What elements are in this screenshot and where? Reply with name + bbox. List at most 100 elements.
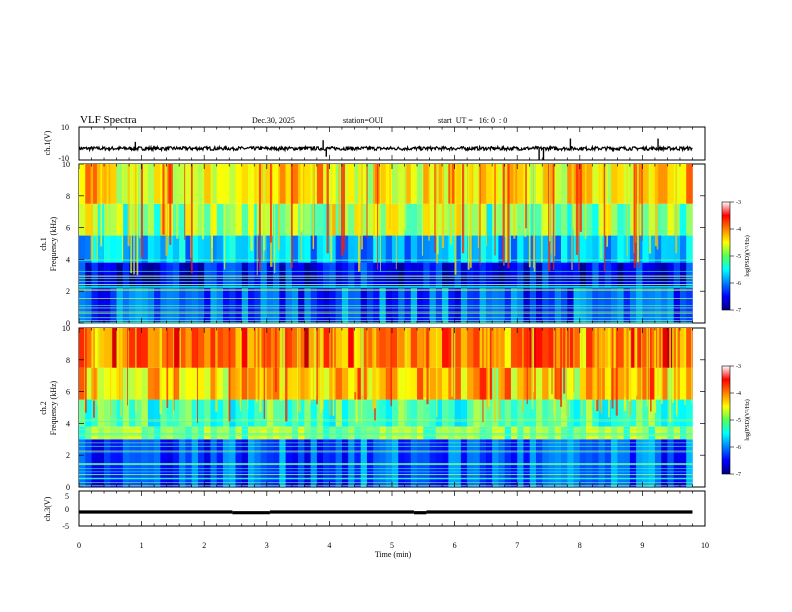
- spectrogram-cell: [354, 399, 361, 427]
- spectrogram-cell: [392, 235, 399, 263]
- spectrogram-cell: [191, 367, 199, 400]
- spectrogram-cell: [116, 399, 124, 427]
- spectrogram-cell: [592, 399, 599, 427]
- spectrogram-cell: [210, 262, 218, 289]
- spectrogram-cell: [686, 328, 693, 368]
- spectrogram-cell: [517, 399, 524, 427]
- spectrogram-cell: [85, 367, 92, 400]
- spectrogram-cell: [485, 203, 493, 236]
- spectrogram-cell: [404, 426, 412, 440]
- spectrogram-cell: [360, 164, 368, 204]
- ch3-waveform-ticks: [78, 491, 706, 526]
- spectrogram-cell: [611, 399, 618, 427]
- spectrogram-cell: [473, 262, 480, 289]
- spectrogram-cell: [254, 399, 261, 427]
- spectrogram-cell: [141, 399, 149, 427]
- spectrogram-cell: [679, 164, 687, 204]
- spectrogram-cell: [679, 262, 687, 289]
- spectrogram-cell: [379, 426, 387, 440]
- spectrogram-cell: [417, 328, 424, 368]
- spectrogram-cell: [241, 235, 249, 263]
- spectrogram-cell: [104, 367, 111, 400]
- spectrogram-cell: [642, 399, 649, 427]
- spectrogram-cell: [341, 262, 349, 289]
- spectrogram-cell: [129, 164, 136, 204]
- spectrogram-cell: [79, 426, 86, 440]
- spectrogram-cell: [617, 164, 624, 204]
- spectrogram-cell: [122, 262, 130, 289]
- spectrogram-cell: [310, 328, 318, 368]
- spectrogram-cell: [554, 262, 562, 289]
- spectrogram-cell: [360, 399, 368, 427]
- spectrogram-cell: [448, 235, 455, 263]
- spectrogram-cell: [567, 262, 574, 289]
- spectrogram-cell: [210, 203, 218, 236]
- spectrogram-cell: [498, 399, 505, 427]
- spectrogram-cell: [154, 164, 161, 204]
- spectrogram-cell: [129, 426, 136, 440]
- spectrogram-cell: [642, 164, 649, 204]
- spectrogram-cell: [661, 203, 668, 236]
- spectrogram-cell: [154, 367, 161, 400]
- spectrogram-cell: [172, 262, 180, 289]
- frequency-tick-label: 4: [66, 255, 70, 264]
- spectrogram-cell: [197, 203, 205, 236]
- spectrogram-cell: [579, 262, 587, 289]
- spectrogram-cell: [122, 399, 130, 427]
- spectrogram-cell: [216, 328, 224, 368]
- spectrogram-cell: [410, 235, 418, 263]
- spectrogram-cell: [410, 164, 418, 204]
- spectrogram-cell: [686, 164, 693, 204]
- spectrogram-cell: [623, 328, 631, 368]
- frequency-tick-label: 10: [62, 160, 70, 169]
- spectrogram-cell: [304, 328, 311, 368]
- spectrogram-cell: [398, 235, 405, 263]
- spectrogram-cell: [385, 203, 393, 236]
- spectrogram-cell: [104, 262, 111, 289]
- spectrogram-cell: [567, 328, 574, 368]
- spectrogram-cell: [354, 164, 361, 204]
- spectrogram-cell: [229, 328, 236, 368]
- ch2-channel-label: ch.2: [39, 401, 48, 415]
- colorbar-tick-label: -5: [736, 254, 741, 260]
- spectrogram-cell: [222, 426, 230, 440]
- spectrogram-cell: [417, 203, 424, 236]
- spectrogram-cell: [316, 426, 324, 440]
- spectrogram-cell: [341, 328, 349, 368]
- spectrogram-cell: [147, 426, 155, 440]
- spectrogram-cell: [110, 164, 117, 204]
- ch3-ytick-mid: 0: [65, 505, 69, 514]
- spectrogram-cell: [673, 426, 681, 440]
- spectrogram-cell: [579, 235, 587, 263]
- ch1-ytick-bottom: -10: [58, 154, 69, 163]
- spectrogram-cell: [79, 399, 86, 427]
- spectrogram-cell: [454, 235, 462, 263]
- spectrogram-cell: [473, 164, 480, 204]
- spectrogram-cell: [185, 235, 192, 263]
- spectrogram-cell: [273, 426, 280, 440]
- spectrogram-cell: [629, 164, 637, 204]
- spectrogram-cell: [354, 203, 361, 236]
- spectrogram-cell: [366, 367, 374, 400]
- spectrogram-cell: [586, 426, 593, 440]
- spectrogram-cell: [235, 426, 243, 440]
- colorbar-tick-label: -7: [736, 308, 741, 314]
- spectrogram-cell: [460, 328, 468, 368]
- spectrogram-cell: [335, 262, 343, 289]
- spectrogram-cell: [435, 426, 443, 440]
- spectrogram-cell: [392, 262, 399, 289]
- spectrogram-cell: [517, 235, 524, 263]
- ch2-frequency-label: Frequency (kHz): [49, 380, 58, 435]
- spectrogram-cell: [404, 399, 412, 427]
- spectrogram-cell: [579, 399, 587, 427]
- ch3-ylabel: ch.3(V): [43, 496, 52, 521]
- spectrogram-cell: [97, 399, 105, 427]
- spectrogram-cell: [648, 262, 656, 289]
- spectrogram-cell: [166, 328, 174, 368]
- spectrogram-cell: [561, 235, 568, 263]
- spectrogram-cell: [686, 426, 693, 440]
- spectrogram-cell: [460, 262, 468, 289]
- ch3-waveform-panel: 5 0 -5 ch.3(V) 0 1 2 3 4 5 6 7 8 9 10 Time (min): [43, 490, 709, 559]
- time-tick-label: 9: [640, 541, 644, 550]
- spectrogram-cell: [329, 235, 336, 263]
